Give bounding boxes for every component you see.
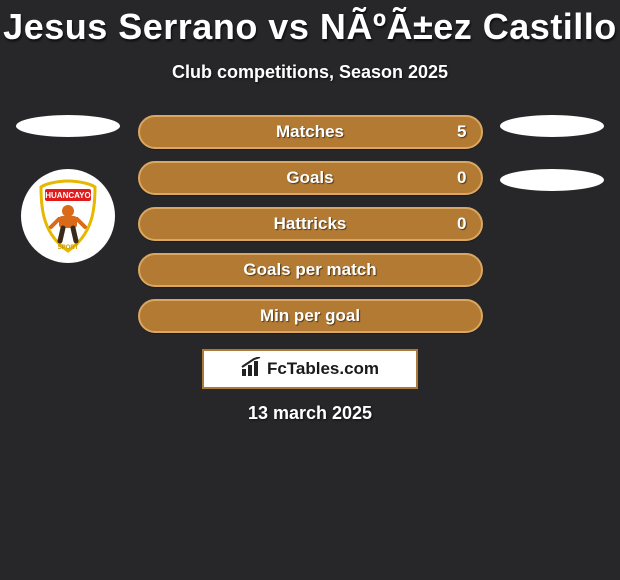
chart-icon (241, 357, 263, 382)
stat-row-goals-per-match: Goals per match (138, 253, 483, 287)
page-subtitle: Club competitions, Season 2025 (0, 62, 620, 83)
player-photo-placeholder-right-2 (500, 169, 604, 191)
stat-label: Hattricks (274, 214, 347, 234)
svg-text:HUANCAYO: HUANCAYO (45, 191, 91, 200)
stat-row-hattricks: Hattricks 0 (138, 207, 483, 241)
brand-box[interactable]: FcTables.com (202, 349, 418, 389)
right-player-column (492, 115, 612, 223)
stat-row-min-per-goal: Min per goal (138, 299, 483, 333)
club-badge-left: HUANCAYO SPORT (21, 169, 115, 263)
stats-column: Matches 5 Goals 0 Hattricks 0 Goals per match M… (138, 115, 483, 333)
stat-label: Goals per match (243, 260, 376, 280)
stat-label: Min per goal (260, 306, 360, 326)
page-title: Jesus Serrano vs NÃºÃ±ez Castillo (0, 0, 620, 48)
stat-label: Goals (286, 168, 333, 188)
player-photo-placeholder-right-1 (500, 115, 604, 137)
stat-label: Matches (276, 122, 344, 142)
left-player-column: HUANCAYO SPORT (8, 115, 128, 263)
stat-value: 0 (457, 214, 466, 234)
stat-row-goals: Goals 0 (138, 161, 483, 195)
footer-date: 13 march 2025 (0, 403, 620, 424)
stat-value: 5 (457, 122, 466, 142)
content-area: HUANCAYO SPORT Matches5Goals0Hattricks0G… (0, 115, 620, 333)
player-photo-placeholder-left (16, 115, 120, 137)
stat-value: 0 (457, 168, 466, 188)
brand-text: FcTables.com (267, 359, 379, 379)
shield-icon: HUANCAYO SPORT (37, 179, 99, 253)
svg-text:SPORT: SPORT (58, 245, 79, 251)
stat-row-matches: Matches 5 (138, 115, 483, 149)
